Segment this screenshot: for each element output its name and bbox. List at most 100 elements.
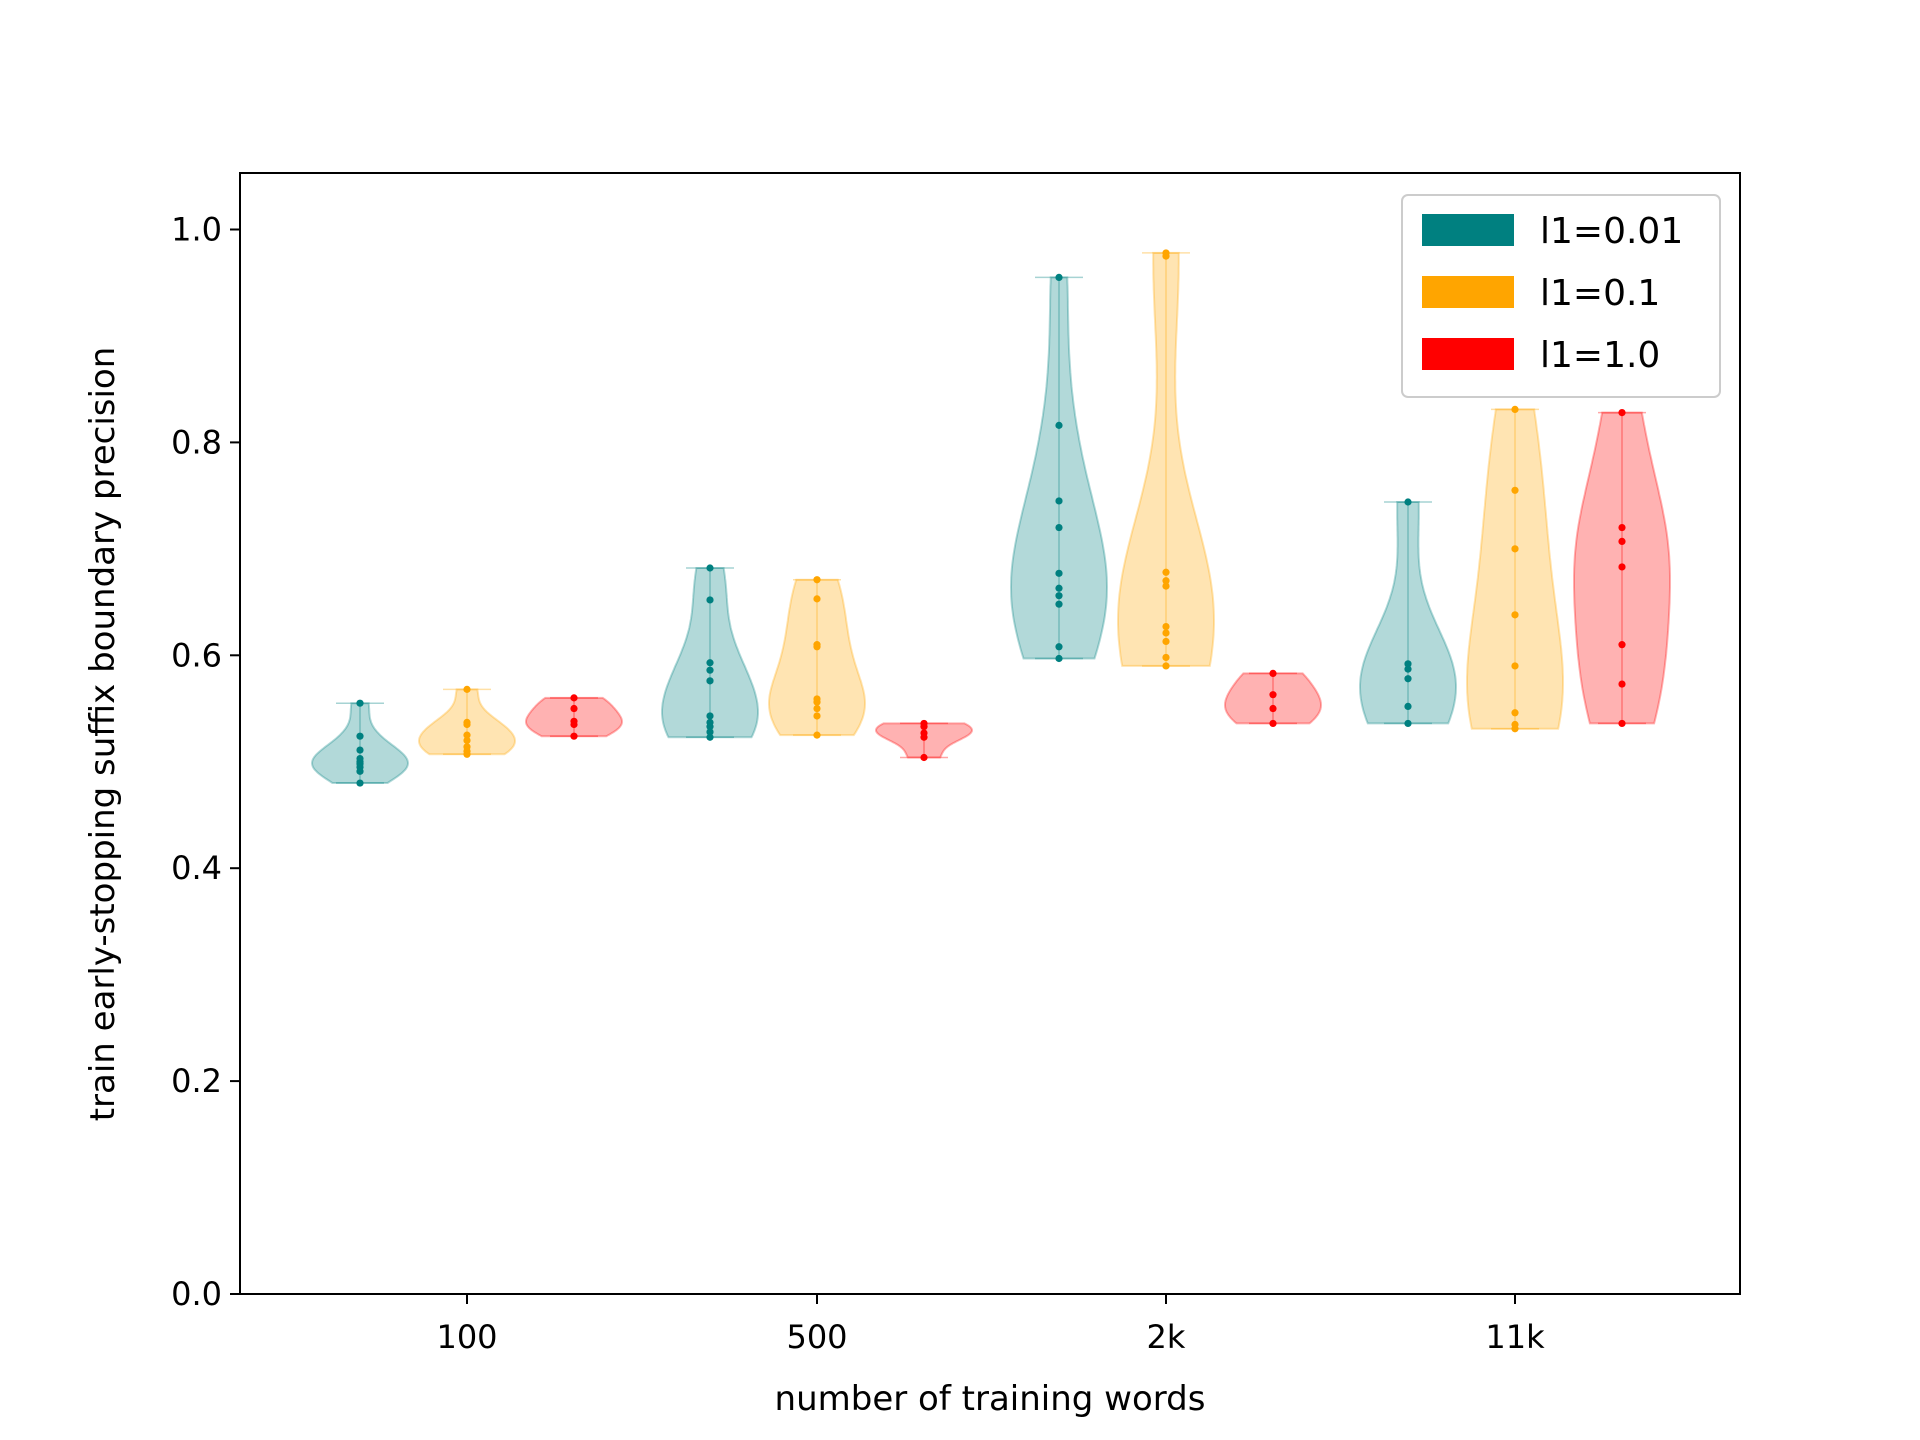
data-point (1055, 592, 1063, 600)
data-point (1618, 719, 1626, 728)
data-point (1511, 611, 1519, 619)
data-point (570, 704, 578, 713)
plot-frame (239, 172, 1741, 1295)
data-point (356, 746, 364, 754)
data-point (1404, 660, 1412, 668)
x-tick-label: 100 (436, 1318, 497, 1356)
data-point (1162, 622, 1170, 631)
y-tick-label: 0.2 (171, 1062, 222, 1100)
x-tick-label: 11k (1485, 1318, 1545, 1356)
data-point (1511, 405, 1519, 414)
violin-body (1009, 276, 1109, 660)
data-point (706, 659, 714, 667)
data-point (1618, 563, 1626, 571)
data-point (570, 694, 578, 702)
data-point (706, 733, 714, 741)
data-point (706, 728, 714, 736)
data-point (1404, 702, 1412, 710)
x-axis: 100 500 2k 11k (436, 1294, 1545, 1356)
violin-body (661, 567, 759, 739)
data-point (1055, 569, 1063, 577)
data-point (1618, 641, 1626, 649)
data-point (920, 729, 928, 737)
data-point (463, 743, 471, 751)
data-point (1269, 704, 1277, 713)
legend-label: l1=1.0 (1540, 335, 1660, 376)
violins-layer (310, 251, 1671, 784)
data-point (1404, 498, 1412, 506)
y-tick-label: 0.0 (171, 1275, 222, 1313)
legend: l1=0.01 l1=0.1 l1=1.0 (1401, 194, 1721, 398)
x-tick-label: 500 (786, 1318, 847, 1356)
data-point (1162, 249, 1170, 257)
data-point (1055, 273, 1063, 282)
y-tick-label: 0.4 (171, 849, 222, 887)
legend-label: l1=0.1 (1540, 273, 1660, 314)
data-point (356, 699, 364, 707)
data-point (920, 719, 928, 728)
data-point (1511, 662, 1519, 670)
data-point (920, 753, 928, 762)
data-point (813, 595, 821, 603)
data-point (1511, 709, 1519, 717)
data-point (1269, 669, 1277, 677)
data-point (463, 731, 471, 739)
data-point (1511, 720, 1519, 729)
data-point (356, 732, 364, 740)
violin-body (1117, 251, 1215, 667)
y-axis-title: train early-stopping suffix boundary pre… (83, 347, 123, 1122)
data-point (706, 677, 714, 685)
y-axis: 0.0 0.2 0.4 0.6 0.8 1.0 (171, 211, 240, 1313)
data-point (813, 695, 821, 703)
data-point (813, 731, 821, 739)
data-point (1511, 486, 1519, 494)
data-point (1162, 629, 1170, 637)
violin-body (525, 696, 623, 738)
data-point (463, 736, 471, 745)
data-point (463, 718, 471, 726)
data-point (1618, 680, 1626, 688)
data-point (1404, 719, 1412, 728)
data-point (706, 712, 714, 720)
legend-label: l1=0.01 (1540, 211, 1683, 252)
violin-body (1224, 672, 1322, 725)
data-point (813, 712, 821, 720)
violin-body (1466, 408, 1564, 730)
data-point (1162, 568, 1170, 576)
data-point (1055, 600, 1063, 608)
data-point (706, 564, 714, 572)
data-point (1618, 408, 1626, 417)
data-point (356, 779, 364, 787)
data-point (706, 666, 714, 674)
violin-body (310, 702, 410, 784)
data-point (1618, 537, 1626, 545)
data-point (570, 732, 578, 740)
data-point (1055, 643, 1063, 651)
legend-swatch (1422, 338, 1514, 370)
data-point (1162, 577, 1170, 585)
data-point (1269, 719, 1277, 728)
data-point (813, 704, 821, 713)
x-axis-title: number of training words (775, 1379, 1206, 1419)
data-point (1162, 653, 1170, 662)
y-tick-label: 1.0 (171, 211, 222, 249)
y-tick-label: 0.8 (171, 423, 222, 461)
data-point (1055, 421, 1063, 429)
data-point (1162, 662, 1170, 670)
data-point (570, 717, 578, 725)
data-point (1055, 523, 1063, 532)
data-point (813, 576, 821, 584)
data-point (706, 596, 714, 604)
data-point (1404, 665, 1412, 673)
data-point (706, 718, 714, 726)
data-point (813, 641, 821, 649)
violin-body (1359, 501, 1457, 725)
data-point (1511, 545, 1519, 553)
legend-swatch (1422, 276, 1514, 308)
data-point (1055, 654, 1063, 663)
data-point (1618, 523, 1626, 532)
data-point (463, 685, 471, 693)
points-layer (356, 249, 1626, 787)
data-point (1404, 675, 1412, 683)
